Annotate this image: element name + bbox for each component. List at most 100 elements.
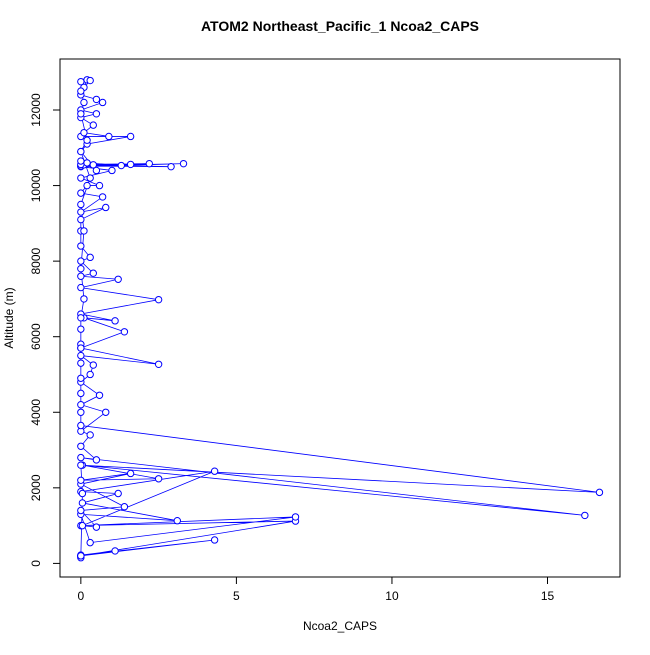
data-point [95, 391, 104, 399]
data-point [89, 269, 97, 277]
data-point [86, 253, 94, 262]
x-tick-label: 15 [541, 589, 555, 603]
x-tick-label: 10 [385, 589, 399, 603]
data-point [117, 161, 125, 170]
data-point [77, 476, 85, 484]
data-point [86, 76, 94, 85]
data-point [86, 174, 94, 182]
data-point [291, 513, 300, 521]
data-point [77, 442, 85, 450]
data-point [173, 517, 181, 525]
data-point [120, 328, 129, 336]
data-point [77, 110, 85, 118]
data-point [77, 359, 85, 367]
data-point [154, 475, 163, 483]
data-point [77, 272, 85, 280]
data-point [98, 98, 107, 107]
plot-frame [59, 58, 621, 578]
data-point [78, 499, 87, 507]
data-point [77, 189, 85, 197]
data-point [77, 374, 85, 382]
data-point [89, 121, 97, 129]
data-point [92, 166, 101, 175]
data-point [80, 98, 88, 107]
data-point [102, 408, 110, 416]
data-point [77, 408, 85, 416]
data-point [77, 421, 85, 430]
data-point [77, 325, 85, 333]
data-point [108, 166, 116, 175]
data-point [111, 317, 119, 325]
data-point [210, 467, 219, 475]
x-tick-label: 0 [78, 589, 85, 603]
chart-title: ATOM2 Northeast_Pacific_1 Ncoa2_CAPS [201, 18, 479, 34]
y-axis-label: Altitude (m) [2, 287, 16, 348]
data-point [102, 203, 110, 212]
data-point [105, 132, 113, 141]
data-point [83, 159, 91, 167]
data-point [92, 95, 101, 104]
y-tick-label: 0 [29, 560, 43, 567]
data-point [92, 523, 101, 531]
y-tick-label: 6000 [29, 323, 43, 350]
x-axis-label: Ncoa2_CAPS [303, 619, 377, 633]
data-point [179, 159, 188, 168]
data-point [92, 456, 101, 464]
data-point [83, 181, 91, 190]
data-point [95, 181, 104, 190]
data-point [167, 162, 175, 171]
data-point [581, 511, 589, 520]
data-point [77, 87, 85, 95]
y-tick-label: 12000 [29, 93, 43, 127]
data-point [77, 174, 85, 182]
data-point [80, 227, 88, 235]
y-tick-label: 10000 [29, 169, 43, 203]
data-point [86, 370, 94, 379]
data-point [595, 488, 604, 497]
data-point [77, 242, 85, 250]
data-point [77, 215, 85, 224]
data-point [77, 264, 85, 273]
data-point [77, 157, 85, 165]
data-point [77, 257, 85, 265]
data-point [114, 275, 122, 283]
data-point [154, 295, 163, 304]
data-point [77, 208, 85, 216]
data-point [114, 489, 122, 498]
data-point [111, 547, 119, 555]
data-point [77, 453, 85, 462]
data-point [77, 344, 85, 352]
data-point [77, 351, 85, 360]
data-point [145, 159, 153, 168]
data-point [80, 128, 88, 137]
data-point [120, 503, 129, 511]
data-point [78, 489, 87, 498]
data-point [77, 506, 85, 515]
data-point [126, 132, 135, 141]
data-point [77, 314, 85, 322]
data-point [77, 461, 85, 469]
x-tick-label: 5 [233, 589, 240, 603]
data-point [210, 536, 219, 544]
data-point [77, 77, 85, 86]
data-point [154, 360, 163, 368]
y-tick-label: 2000 [29, 474, 43, 501]
data-point [77, 283, 85, 292]
data-point [86, 538, 94, 547]
data-line [79, 79, 600, 558]
data-point [77, 389, 85, 398]
data-point [77, 200, 85, 209]
data-point [126, 160, 135, 169]
data-point [80, 295, 88, 303]
data-point [86, 431, 94, 439]
data-point [77, 552, 85, 560]
data-point [126, 469, 135, 478]
data-point [89, 361, 97, 369]
data-point [77, 401, 85, 409]
y-tick-label: 4000 [29, 399, 43, 426]
data-point [77, 147, 85, 156]
data-point [83, 136, 91, 144]
data-point [98, 193, 107, 201]
y-tick-label: 8000 [29, 247, 43, 274]
